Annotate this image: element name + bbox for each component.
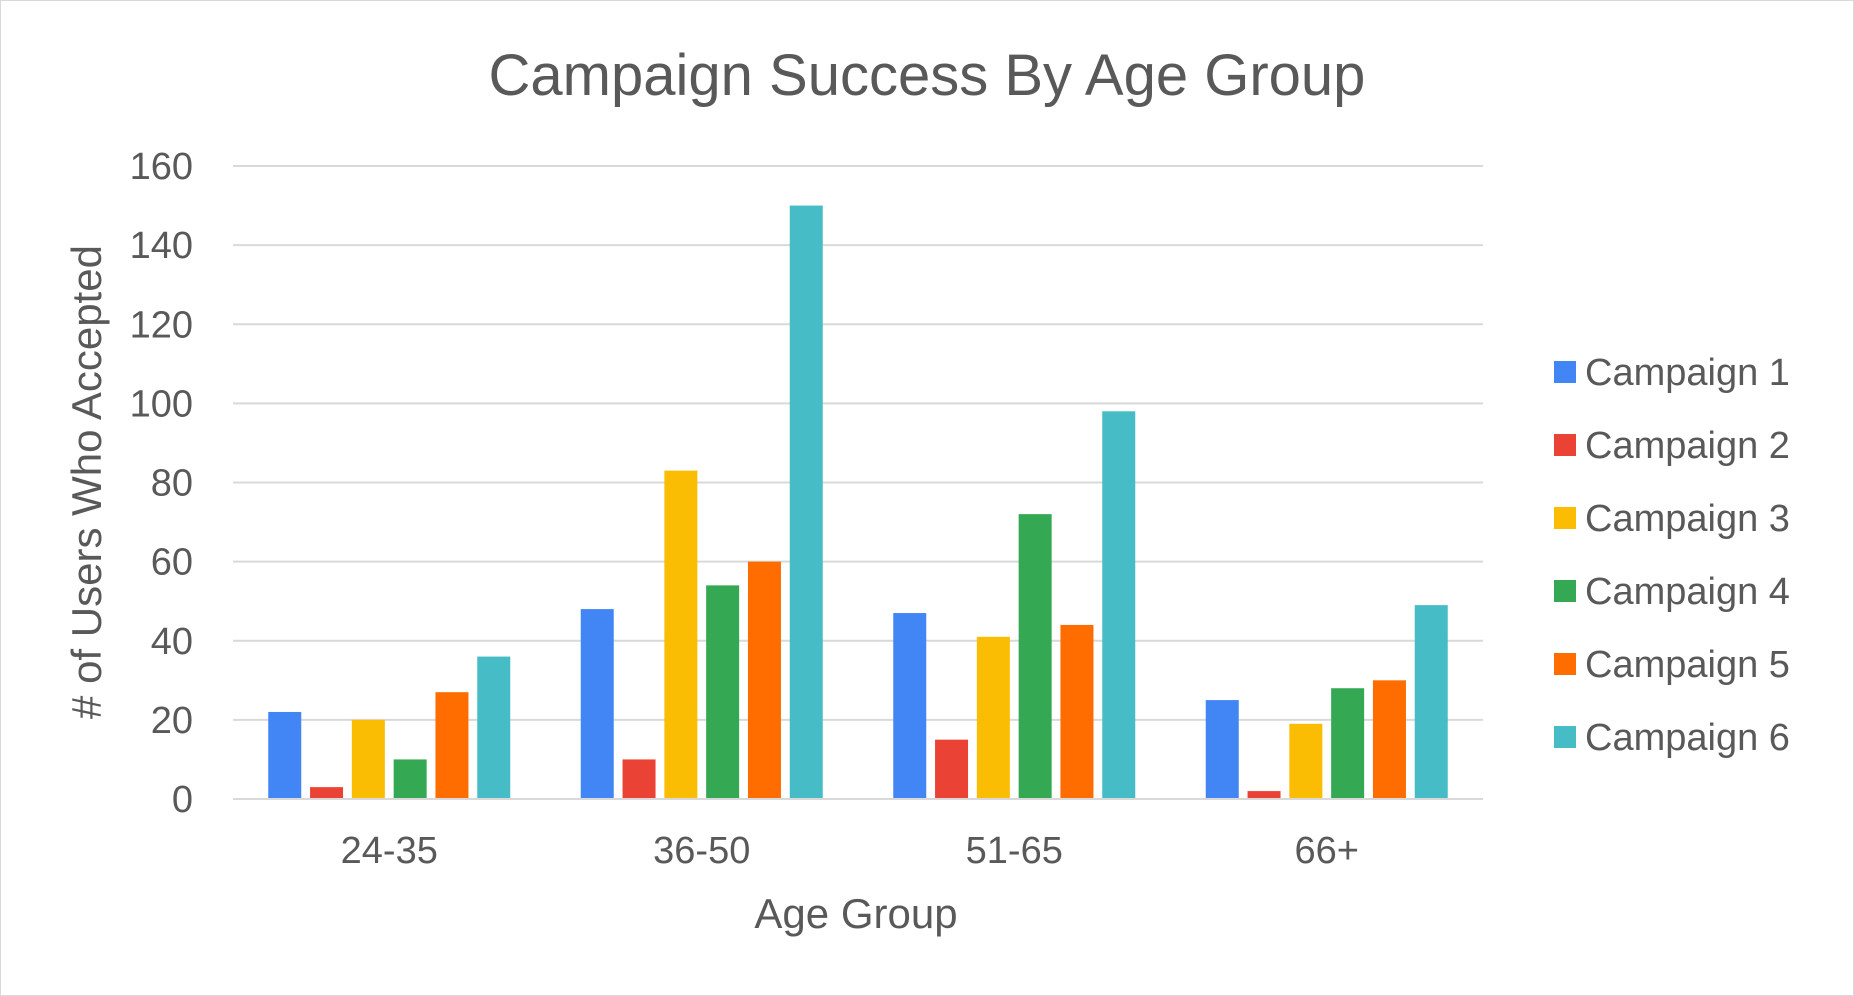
bar-24-35-campaign-2 (310, 787, 344, 799)
bar-66+-campaign-5 (1372, 680, 1406, 799)
bar-66+-campaign-3 (1289, 723, 1323, 799)
legend-swatch (1554, 580, 1576, 602)
chart-title: Campaign Success By Age Group (489, 43, 1366, 108)
legend-label: Campaign 1 (1585, 352, 1790, 394)
legend-label: Campaign 4 (1585, 571, 1790, 613)
bar-36-50-campaign-1 (580, 609, 614, 799)
x-tick-label: 36-50 (653, 830, 750, 872)
legend-swatch (1554, 507, 1576, 529)
bar-66+-campaign-1 (1205, 700, 1239, 799)
bar-24-35-campaign-1 (268, 711, 302, 799)
y-tick-label: 20 (151, 700, 193, 742)
bar-36-50-campaign-4 (706, 585, 740, 799)
x-tick-label: 66+ (1295, 830, 1359, 872)
bar-51-65-campaign-2 (935, 739, 969, 799)
y-axis-title: # of Users Who Accepted (63, 245, 110, 719)
bar-24-35-campaign-6 (477, 656, 511, 799)
bar-36-50-campaign-2 (622, 759, 656, 799)
bar-66+-campaign-4 (1331, 688, 1365, 799)
y-tick-label: 140 (130, 225, 193, 267)
x-axis-tick-labels: 24-35 36-50 51-65 66+ (341, 830, 1359, 872)
bar-36-50-campaign-5 (747, 561, 781, 799)
legend-label: Campaign 3 (1585, 498, 1790, 540)
y-axis-tick-labels: 0 20 40 60 80 100 120 140 160 (130, 146, 193, 821)
x-tick-label: 51-65 (966, 830, 1063, 872)
bars (233, 205, 1483, 800)
bar-51-65-campaign-5 (1060, 624, 1094, 799)
legend: Campaign 1 Campaign 2 Campaign 3 Campaign 4… (1554, 352, 1790, 759)
bar-51-65-campaign-1 (893, 613, 927, 799)
bar-66+-campaign-6 (1414, 605, 1448, 799)
legend-swatch (1554, 653, 1576, 675)
legend-label: Campaign 2 (1585, 425, 1790, 467)
legend-label: Campaign 6 (1585, 717, 1790, 759)
bar-24-35-campaign-5 (435, 692, 469, 799)
y-tick-label: 120 (130, 304, 193, 346)
bar-36-50-campaign-3 (664, 470, 698, 799)
legend-swatch (1554, 361, 1576, 383)
bar-51-65-campaign-4 (1018, 514, 1052, 799)
x-axis-title: Age Group (754, 890, 957, 937)
bar-51-65-campaign-6 (1102, 411, 1136, 799)
y-tick-label: 40 (151, 621, 193, 663)
gridlines (233, 165, 1483, 800)
legend-swatch (1554, 434, 1576, 456)
legend-label: Campaign 5 (1585, 644, 1790, 686)
bar-24-35-campaign-3 (351, 719, 385, 799)
y-tick-label: 80 (151, 463, 193, 505)
legend-swatch (1554, 726, 1576, 748)
bar-66+-campaign-2 (1247, 791, 1281, 799)
bar-36-50-campaign-6 (789, 205, 823, 799)
y-tick-label: 100 (130, 383, 193, 425)
bar-24-35-campaign-4 (393, 759, 427, 799)
y-tick-label: 0 (172, 779, 193, 821)
x-tick-label: 24-35 (341, 830, 438, 872)
y-tick-label: 160 (130, 146, 193, 188)
y-tick-label: 60 (151, 542, 193, 584)
bar-51-65-campaign-3 (976, 636, 1010, 799)
